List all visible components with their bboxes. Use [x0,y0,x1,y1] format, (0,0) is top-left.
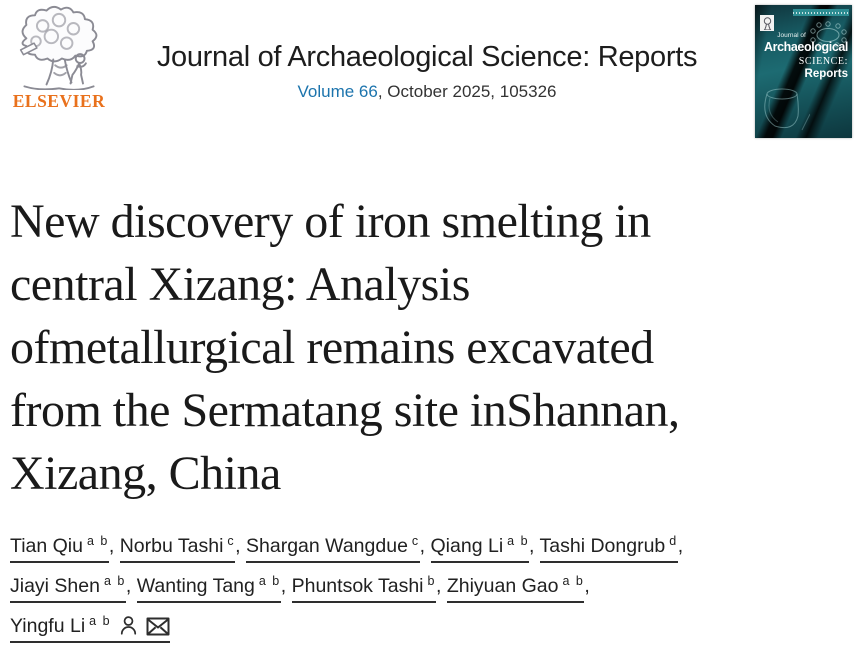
author-affiliation-sup: c [411,533,420,548]
cover-reports: Reports [804,68,848,80]
author-affiliation-sup: a b [562,573,585,588]
author-list: Tian Qiu a b, Norbu Tashi c, Shargan Wangd… [10,527,752,649]
person-icon[interactable] [119,611,138,649]
author-name: Qiang Li [430,535,504,557]
author-link[interactable]: Tian Qiu a b [10,533,109,563]
cover-science: SCIENCE: [798,56,848,67]
author-name: Shargan Wangdue [246,535,408,557]
author-name: Tashi Dongrub [539,535,666,557]
author-name: Phuntsok Tashi [291,575,424,597]
author-separator: , [235,535,247,557]
author-name: Tian Qiu [10,535,83,557]
author-link[interactable]: Qiang Li a b [430,533,530,563]
elsevier-mark-icon [760,15,774,31]
journal-header: ELSEVIER Journal of Archaeological Scien… [0,0,860,150]
author-separator: , [108,535,120,557]
author-link[interactable]: Tashi Dongrub d [539,533,678,563]
author-affiliation-sup: a b [103,573,126,588]
cover-banner [793,9,849,16]
cover-archaeological: Archaeological [763,40,848,54]
article-title: New discovery of iron smelting in centra… [10,195,680,500]
cover-journal-of: Journal of [777,32,806,39]
elsevier-tree-icon [19,5,98,90]
journal-info: Journal of Archaeological Science: Repor… [112,41,742,102]
author-link[interactable]: Norbu Tashi c [119,533,236,563]
cover-title-block: Journal of Archaeological SCIENCE: Repor… [759,32,848,80]
envelope-icon[interactable] [146,611,170,649]
pottery-sketch-icon [764,88,810,131]
author-affiliation-sup: c [227,533,236,548]
author-affiliation-sup: a b [258,573,281,588]
author-name: Yingfu Li [10,615,86,637]
author-separator: , [529,535,540,557]
journal-cover-thumbnail[interactable]: Journal of Archaeological SCIENCE: Repor… [755,5,852,138]
elsevier-logo[interactable]: ELSEVIER [8,4,110,112]
author-separator: , [125,575,137,597]
elsevier-wordmark: ELSEVIER [12,91,106,111]
author-name: Norbu Tashi [119,535,224,557]
author-affiliation-sup: d [669,533,678,548]
author-name: Wanting Tang [136,575,255,597]
author-link[interactable]: Jiayi Shen a b [10,573,126,603]
volume-issue-line: Volume 66, October 2025, 105326 [112,82,742,102]
author-link[interactable]: Yingfu Li a b [10,613,171,643]
author-separator: , [280,575,292,597]
issue-info: , October 2025, 105326 [377,82,557,101]
author-affiliation-sup: a b [86,533,109,548]
author-link[interactable]: Zhiyuan Gao a b [446,573,585,603]
volume-link[interactable]: Volume 66 [297,82,378,101]
author-name: Jiayi Shen [10,575,100,597]
journal-title-link[interactable]: Journal of Archaeological Science: Repor… [156,41,698,73]
author-separator: , [677,535,684,557]
author-separator: , [435,575,447,597]
author-affiliation-sup: b [427,573,436,588]
author-affiliation-sup: a b [89,613,112,628]
author-name: Zhiyuan Gao [446,575,559,597]
author-link[interactable]: Phuntsok Tashi b [291,573,436,603]
artifact-sketch-icon [810,21,847,48]
author-affiliation-sup: a b [507,533,530,548]
author-link[interactable]: Wanting Tang a b [136,573,281,603]
author-separator: , [419,535,431,557]
author-link[interactable]: Shargan Wangdue c [246,533,420,563]
author-separator: , [584,575,590,597]
